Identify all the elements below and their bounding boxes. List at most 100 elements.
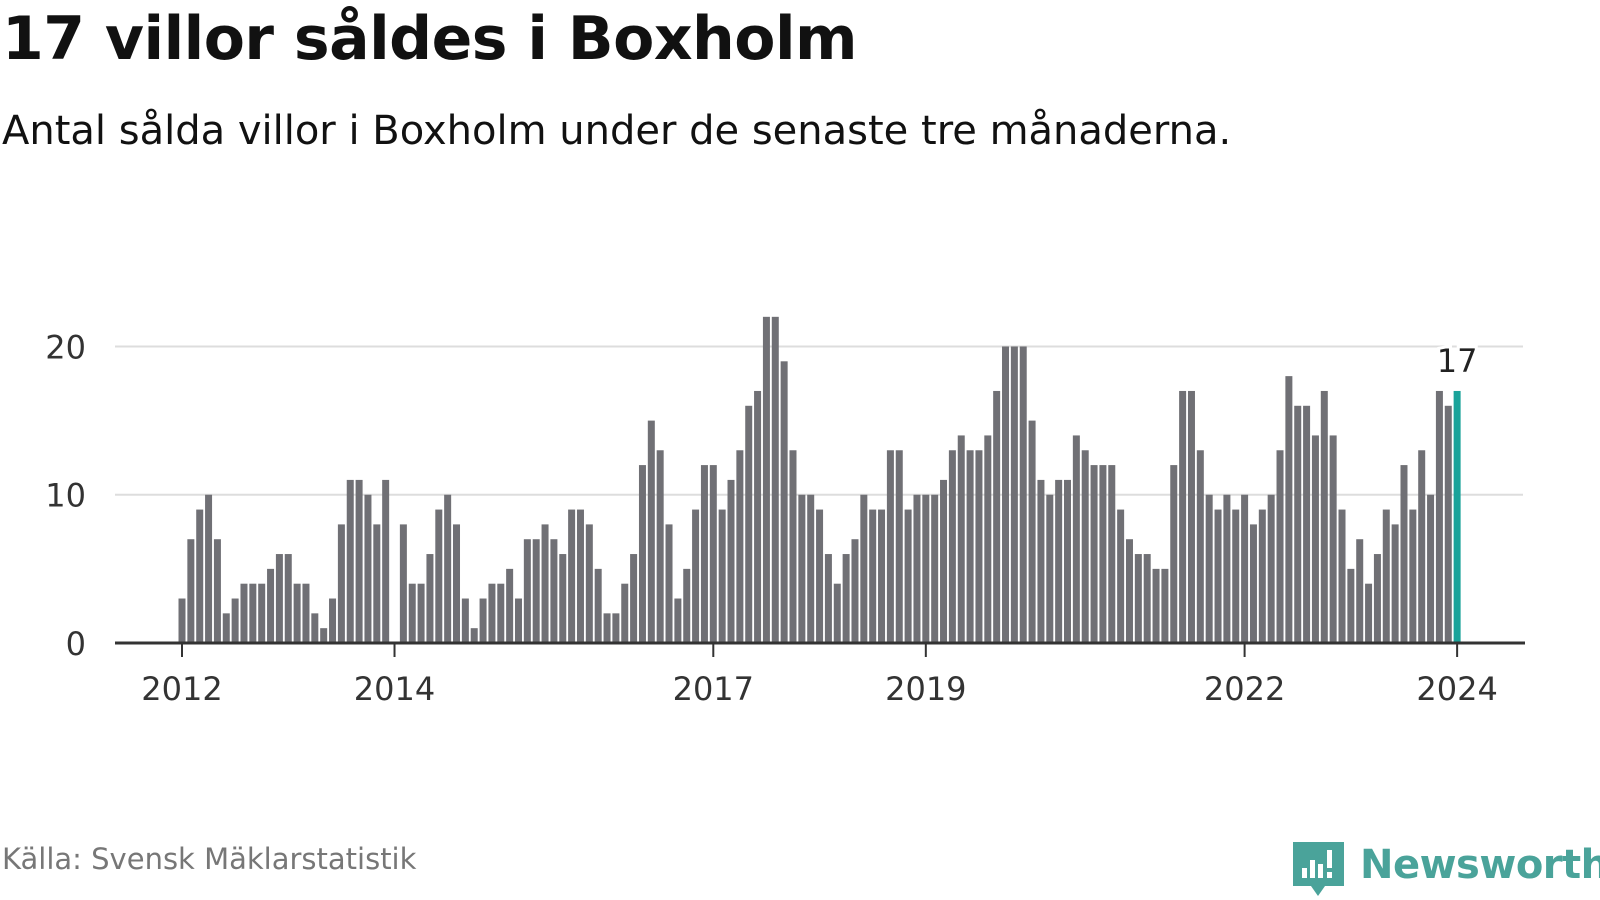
chart-subtitle: Antal sålda villor i Boxholm under de se… — [2, 108, 1232, 154]
bar — [1090, 465, 1098, 643]
bar — [789, 450, 797, 643]
newsworthy-logo-icon — [1293, 842, 1344, 896]
bar — [1311, 435, 1319, 643]
bar — [453, 524, 461, 643]
bar — [1347, 568, 1355, 643]
bar — [559, 554, 567, 643]
bar — [258, 583, 266, 643]
bar — [275, 554, 283, 643]
x-tick-label: 2012 — [141, 670, 222, 708]
bar — [1329, 435, 1337, 643]
bar — [1037, 479, 1045, 643]
x-tick-label: 2019 — [885, 670, 966, 708]
bar — [1028, 420, 1036, 643]
x-tick-label: 2022 — [1204, 670, 1285, 708]
bar — [762, 316, 770, 643]
y-tick-label: 20 — [45, 328, 86, 366]
bar — [461, 598, 469, 643]
bar — [1232, 509, 1240, 643]
bar — [1081, 450, 1089, 643]
bar — [665, 524, 673, 643]
source-note: Källa: Svensk Mäklarstatistik — [2, 842, 417, 876]
bar — [329, 598, 337, 643]
bar — [346, 479, 354, 643]
bar — [231, 598, 239, 643]
bar — [886, 450, 894, 643]
bar — [975, 450, 983, 643]
bar — [1152, 568, 1160, 643]
bar — [895, 450, 903, 643]
bar — [302, 583, 310, 643]
bar — [1108, 465, 1116, 643]
bar — [869, 509, 877, 643]
bar — [488, 583, 496, 643]
bar — [196, 509, 204, 643]
chart-title: 17 villor såldes i Boxholm — [2, 4, 858, 74]
bar — [754, 390, 762, 643]
bar — [311, 613, 319, 643]
bar — [1418, 450, 1426, 643]
bar — [1365, 583, 1373, 643]
bar — [1161, 568, 1169, 643]
highlight-bar — [1453, 390, 1461, 643]
bar — [745, 405, 753, 643]
y-tick-label: 0 — [66, 625, 86, 663]
bar — [1187, 390, 1195, 643]
bar — [550, 539, 558, 643]
bar — [444, 494, 452, 643]
bar — [993, 390, 1001, 643]
bar — [771, 316, 779, 643]
bar — [399, 524, 407, 643]
bar — [1046, 494, 1054, 643]
bar — [293, 583, 301, 643]
bar — [683, 568, 691, 643]
bar — [284, 554, 292, 643]
brand-name: Newsworthy — [1360, 842, 1600, 888]
bar — [222, 613, 230, 643]
bar — [966, 450, 974, 643]
bar — [1134, 554, 1142, 643]
bar — [1409, 509, 1417, 643]
bar — [780, 361, 788, 643]
bar — [337, 524, 345, 643]
bar — [1010, 346, 1018, 643]
bar — [1294, 405, 1302, 643]
bar — [514, 598, 522, 643]
bar — [709, 465, 717, 643]
bar — [1125, 539, 1133, 643]
latest-value-label: 17 — [1437, 342, 1478, 380]
bar — [1055, 479, 1063, 643]
bar — [240, 583, 248, 643]
bar — [187, 539, 195, 643]
bar — [1258, 509, 1266, 643]
bar — [205, 494, 213, 643]
bar — [1249, 524, 1257, 643]
bar-chart: 0 10 20 2012 2014 2017 2019 2022 2024 17 — [45, 316, 1525, 708]
bar — [798, 494, 806, 643]
bar — [638, 465, 646, 643]
bar — [585, 524, 593, 643]
bar — [727, 479, 735, 643]
bar — [816, 509, 824, 643]
bar — [1373, 554, 1381, 643]
bar — [860, 494, 868, 643]
bar — [213, 539, 221, 643]
bar — [1391, 524, 1399, 643]
bar — [904, 509, 912, 643]
bar — [568, 509, 576, 643]
bar — [630, 554, 638, 643]
bar — [178, 598, 186, 643]
bar — [851, 539, 859, 643]
bar — [576, 509, 584, 643]
bar — [497, 583, 505, 643]
bar — [1338, 509, 1346, 643]
bar — [373, 524, 381, 643]
bar — [320, 628, 328, 643]
bar — [736, 450, 744, 643]
bar — [1267, 494, 1275, 643]
x-tick-label: 2014 — [354, 670, 435, 708]
bar — [940, 479, 948, 643]
bar — [984, 435, 992, 643]
bar — [931, 494, 939, 643]
bar — [1117, 509, 1125, 643]
